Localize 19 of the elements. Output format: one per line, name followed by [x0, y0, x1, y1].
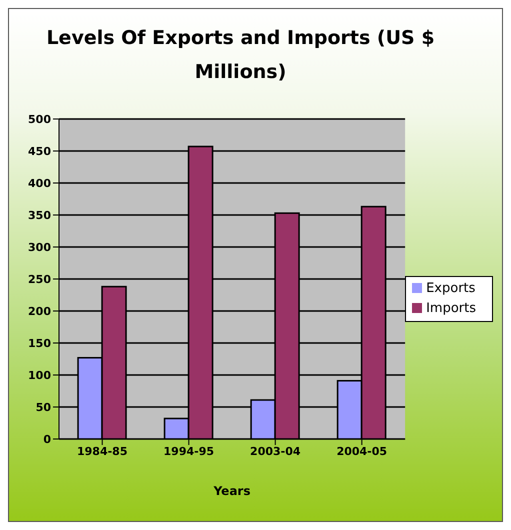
y-tick-label: 150 [28, 336, 52, 350]
y-tick-label: 300 [28, 240, 52, 254]
y-tick-label: 200 [28, 304, 52, 318]
x-tick-label: 2004-05 [336, 444, 388, 458]
x-axis-title: Years [212, 484, 250, 498]
y-tick-label: 400 [28, 176, 52, 190]
y-tick-label: 250 [28, 272, 52, 286]
chart-title: Levels Of Exports and Imports (US $ Millions) [45, 26, 436, 85]
y-tick-label: 500 [28, 112, 52, 126]
y-tick-label: 50 [36, 400, 52, 414]
y-tick-label: 450 [28, 144, 52, 158]
y-tick-label: 0 [43, 432, 52, 446]
legend-label: Exports [426, 281, 476, 296]
x-tick-label: 2003-04 [250, 444, 301, 458]
x-tick-label: 1994-95 [164, 444, 214, 458]
y-tick-label: 100 [28, 368, 52, 382]
x-tick-label: 1984-85 [77, 444, 128, 458]
y-tick-label: 350 [28, 208, 52, 222]
legend-label: Imports [426, 301, 476, 316]
